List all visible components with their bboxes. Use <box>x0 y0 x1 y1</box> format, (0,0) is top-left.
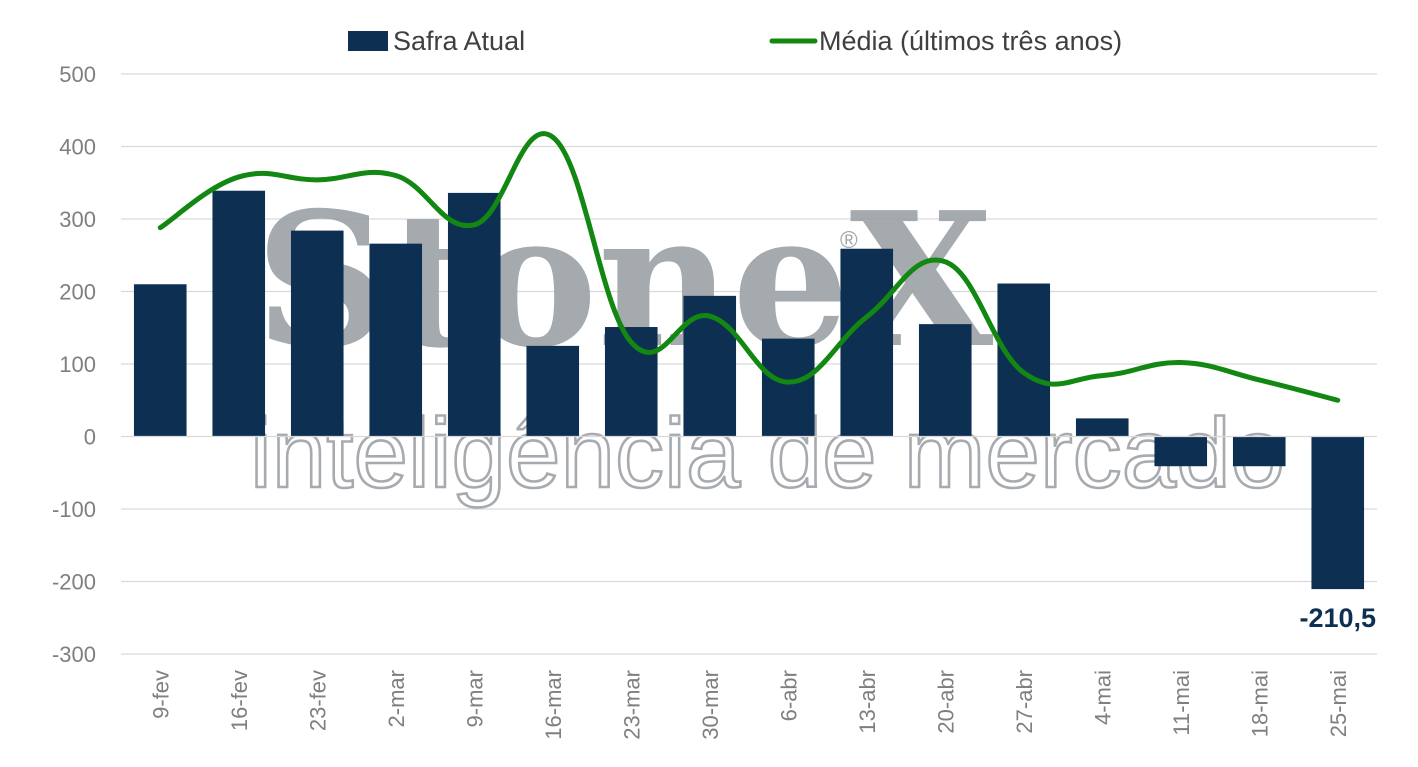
legend-swatch-bar <box>348 31 388 51</box>
data-label: -210,5 <box>1299 603 1376 633</box>
bar-16-fev <box>212 190 266 437</box>
bar-6-abr <box>761 338 815 437</box>
y-tick-label: 200 <box>59 280 96 305</box>
legend: Safra Atual Média (últimos três anos) <box>348 26 1122 56</box>
x-tick-label: 16-mar <box>541 670 566 740</box>
bar-13-abr <box>840 248 894 437</box>
x-tick-label: 27-abr <box>1012 670 1037 734</box>
line-media <box>157 131 1341 403</box>
bar-2-mar <box>369 243 423 437</box>
data-labels: -210,5 <box>1299 603 1376 633</box>
x-tick-label: 11-mai <box>1169 670 1194 736</box>
bar-23-fev <box>290 230 344 437</box>
bar-18-mai <box>1232 436 1286 467</box>
legend-label-bar: Safra Atual <box>393 26 525 56</box>
x-tick-label: 25-mai <box>1326 670 1351 737</box>
bar-25-mai <box>1311 436 1365 590</box>
y-axis-ticks: 500 400 300 200 100 0 -100 -200 -300 <box>52 62 96 667</box>
x-tick-label: 9-mar <box>462 670 487 727</box>
line-series <box>157 131 1341 403</box>
x-tick-label: 16-fev <box>227 670 252 731</box>
y-tick-label: 0 <box>84 425 96 450</box>
x-tick-label: 23-mar <box>619 670 644 740</box>
y-tick-label: -100 <box>52 497 96 522</box>
bar-9-mar <box>447 192 501 437</box>
x-tick-label: 4-mai <box>1090 670 1115 725</box>
legend-label-line: Média (últimos três anos) <box>819 26 1122 56</box>
bar-16-mar <box>526 345 580 437</box>
x-tick-label: 9-fev <box>148 670 173 719</box>
y-tick-label: 100 <box>59 352 96 377</box>
x-tick-label: 18-mai <box>1247 670 1272 737</box>
y-tick-label: -300 <box>52 642 96 667</box>
bar-11-mai <box>1154 436 1208 467</box>
x-tick-label: 2-mar <box>384 670 409 727</box>
y-tick-label: 500 <box>59 62 96 87</box>
bar-4-mai <box>1075 418 1129 437</box>
bar-series <box>133 190 1365 590</box>
x-tick-label: 23-fev <box>305 670 330 731</box>
x-tick-label: 13-abr <box>855 670 880 734</box>
y-tick-label: 300 <box>59 207 96 232</box>
bar-9-fev <box>133 284 187 437</box>
watermark-registered-mark: ® <box>840 227 858 254</box>
bar-27-abr <box>997 283 1051 437</box>
y-tick-label: 400 <box>59 135 96 160</box>
x-tick-label: 20-abr <box>933 670 958 734</box>
x-tick-label: 6-abr <box>776 670 801 721</box>
y-tick-label: -200 <box>52 570 96 595</box>
bar-20-abr <box>918 324 972 437</box>
x-axis-ticks: 9-fev 16-fev 23-fev 2-mar 9-mar 16-mar 23-mar 3… <box>148 670 1351 740</box>
x-tick-label: 30-mar <box>698 670 723 740</box>
